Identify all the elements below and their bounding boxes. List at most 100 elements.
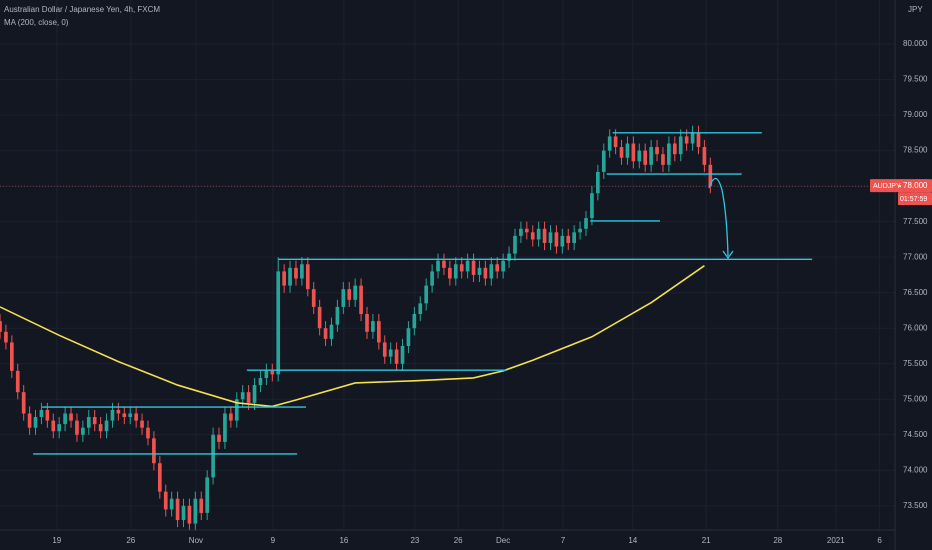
separator-dot: [899, 185, 901, 188]
y-tick-label: 76.000: [903, 323, 928, 332]
candle-body: [282, 271, 286, 286]
axes: 73.500 74.000 74.500 75.000 75.500 76.000 76.5…: [52, 39, 932, 545]
candle-body: [501, 260, 505, 272]
candle-body: [418, 303, 423, 315]
countdown: 01:57:59: [900, 196, 927, 203]
y-tick-label: 75.000: [903, 394, 928, 403]
candle-body: [211, 434, 215, 478]
candle-body: [601, 150, 606, 172]
candle-body: [341, 289, 346, 307]
x-tick-label: 19: [52, 536, 61, 545]
x-tick-label: 2021: [827, 536, 845, 545]
currency-label: JPY: [908, 5, 923, 14]
x-tick-label: 28: [773, 536, 782, 545]
candle-body: [104, 420, 109, 432]
y-tick-label: 73.500: [903, 501, 928, 510]
candle-body: [75, 420, 79, 435]
y-tick-label: 74.000: [903, 465, 928, 474]
candle-body: [524, 228, 529, 233]
candle-body: [436, 260, 440, 272]
candle-body: [678, 136, 683, 155]
candle-body: [217, 434, 221, 442]
candle-body: [45, 409, 50, 421]
candle-body: [708, 164, 713, 187]
x-tick-label: 9: [271, 536, 276, 545]
candle-body: [276, 271, 281, 375]
candle-body: [590, 193, 594, 219]
y-tick-label: 77.000: [903, 252, 928, 261]
candle-body: [365, 314, 369, 332]
candle-body: [489, 264, 494, 279]
candle-body: [536, 228, 541, 240]
candle-body: [33, 417, 38, 428]
arrow: [708, 177, 729, 257]
candle-body: [175, 498, 180, 521]
candle-body: [311, 289, 316, 307]
candle-body: [246, 392, 251, 403]
moving-average: [0, 265, 705, 408]
x-tick-label: 16: [339, 536, 348, 545]
candle-body: [347, 289, 352, 300]
candle-body: [477, 267, 482, 275]
candle-body: [406, 328, 411, 346]
candle-body: [27, 413, 32, 428]
candle-body: [424, 285, 429, 304]
candle-body: [240, 392, 245, 400]
plot: [0, 125, 895, 531]
candle-body: [234, 399, 239, 421]
y-tick-label: 79.000: [903, 110, 928, 119]
candle-body: [607, 136, 612, 151]
candle-body: [270, 370, 275, 375]
last-price-label: 78.000: [903, 181, 928, 190]
candle-body: [519, 228, 523, 236]
candle-body: [157, 463, 162, 492]
last-symbol: AUDJPY: [873, 183, 901, 190]
arrow-head: [722, 250, 734, 260]
candle-body: [649, 147, 653, 165]
candle-body: [430, 271, 434, 286]
candle-body: [187, 505, 192, 524]
candle-body: [4, 331, 8, 343]
candle-body: [116, 409, 121, 414]
chart-title: Australian Dollar / Japanese Yen, 4h, FX…: [4, 5, 160, 14]
candle-body: [122, 413, 127, 418]
grid: [0, 0, 895, 530]
y-tick-label: 76.500: [903, 288, 928, 297]
candle-body: [39, 409, 44, 418]
candle-body: [300, 264, 304, 279]
candle-body: [69, 413, 73, 421]
candle-body: [199, 498, 204, 513]
candle-body: [690, 132, 695, 144]
candle-body: [667, 143, 671, 165]
x-tick-label: 21: [702, 536, 711, 545]
candle-body: [471, 260, 476, 275]
candle-body: [412, 314, 417, 329]
candle-body: [619, 147, 624, 158]
candle-body: [566, 235, 571, 243]
candle-body: [264, 370, 269, 378]
y-tick-label: 74.500: [903, 430, 928, 439]
candle-body: [459, 264, 464, 272]
candle-body: [377, 321, 381, 343]
candle-body: [542, 228, 547, 243]
candle-body: [223, 413, 227, 442]
candle-body: [10, 342, 14, 371]
candle-body: [51, 420, 56, 432]
candle-body: [110, 409, 115, 421]
candle-body: [388, 349, 393, 357]
candle-body: [702, 147, 707, 165]
candle-body: [465, 260, 470, 272]
candle-body: [394, 349, 399, 364]
candle-body: [448, 267, 452, 279]
candle-body: [382, 342, 387, 357]
candle-body: [193, 498, 198, 524]
candle-body: [578, 228, 582, 233]
indicator-legend: MA (200, close, 0): [4, 18, 69, 27]
candle-body: [57, 424, 62, 432]
candle-body: [530, 232, 535, 240]
candle-body: [152, 438, 156, 464]
candle-body: [371, 321, 375, 332]
candle-body: [98, 424, 103, 432]
